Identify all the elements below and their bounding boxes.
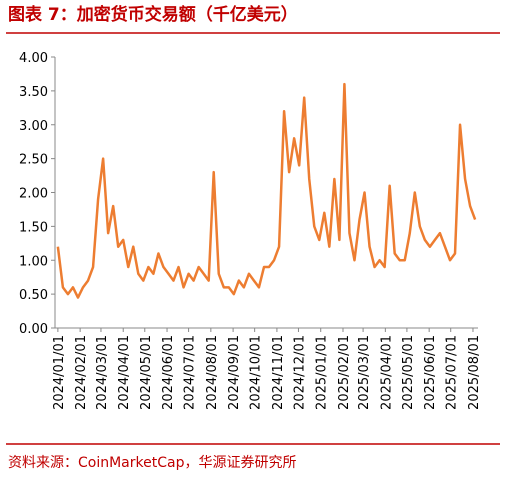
data-line [56, 82, 477, 299]
y-tick-label: 0.50 [19, 288, 48, 303]
x-tick-label: 2024/10/01 [249, 335, 264, 410]
x-tick-label: 2024/11/01 [271, 335, 286, 410]
x-tick-label: 2024/07/01 [183, 335, 198, 410]
x-tick-label: 2024/09/01 [227, 335, 242, 410]
x-tick-label: 2024/08/01 [205, 335, 220, 410]
y-tick-label: 1.00 [19, 254, 48, 269]
x-tick-label: 2024/03/01 [95, 335, 110, 410]
x-tick-label: 2025/05/01 [401, 335, 416, 410]
x-tick-label: 2025/02/01 [337, 335, 352, 410]
y-tick-label: 0.00 [19, 322, 48, 337]
x-tick-label: 2025/08/01 [467, 335, 482, 410]
x-tick-label: 2025/03/01 [357, 335, 372, 410]
y-tick-label: 2.00 [19, 187, 48, 202]
y-tick-label: 2.50 [19, 153, 48, 168]
y-tick-label: 3.50 [19, 85, 48, 100]
x-tick-label: 2025/01/01 [315, 335, 330, 410]
y-tick-label: 3.00 [19, 119, 48, 134]
y-tick-label: 1.50 [19, 220, 48, 235]
x-tick-label: 2024/04/01 [117, 335, 132, 410]
x-tick-label: 2025/07/01 [445, 335, 460, 410]
source-note: 资料来源：CoinMarketCap，华源证券研究所 [8, 455, 296, 471]
x-tick-label: 2024/06/01 [161, 335, 176, 410]
x-tick-label: 2024/12/01 [292, 335, 307, 410]
x-tick-label: 2024/01/01 [52, 335, 67, 410]
y-tick-label: 4.00 [19, 51, 48, 66]
x-tick-label: 2024/02/01 [74, 335, 89, 410]
chart-title: 图表 7：加密货币交易额（千亿美元） [8, 4, 298, 25]
x-tick-label: 2024/05/01 [139, 335, 154, 410]
x-tick-label: 2025/04/01 [379, 335, 394, 410]
x-tick-label: 2025/06/01 [423, 335, 438, 410]
